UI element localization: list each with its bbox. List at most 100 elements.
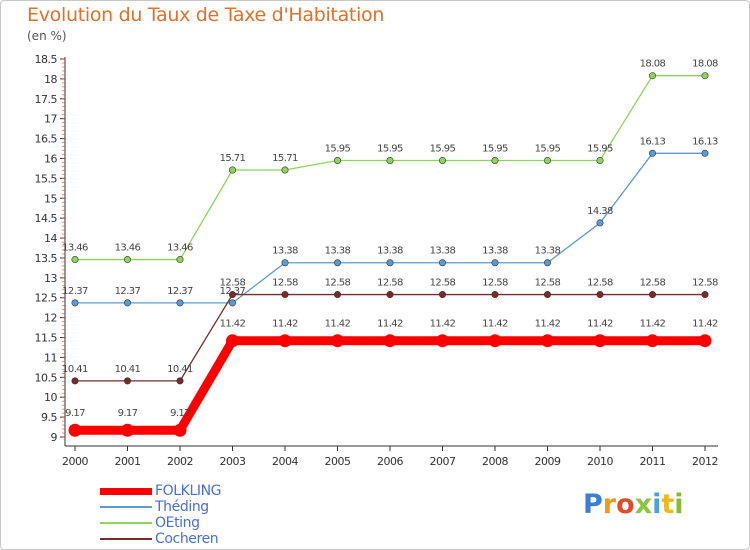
data-point	[646, 334, 659, 348]
y-tick-label: 13.5	[35, 252, 58, 265]
chart-series	[68, 72, 712, 437]
data-label: 18.08	[692, 59, 718, 70]
logo-letter: t	[661, 489, 675, 520]
data-label: 10.41	[62, 364, 88, 375]
data-label: 11.42	[325, 319, 351, 330]
data-label: 12.37	[115, 286, 141, 297]
data-label: 10.41	[167, 364, 193, 375]
x-tick-label: 2010	[587, 455, 613, 468]
data-label: 13.38	[430, 246, 456, 257]
data-point	[648, 149, 656, 157]
x-tick-label: 2005	[325, 455, 351, 468]
data-label: 11.42	[272, 319, 298, 330]
data-label: 12.37	[62, 286, 88, 297]
data-label: 12.58	[377, 278, 403, 289]
data-label: 9.17	[65, 408, 85, 419]
data-point	[596, 219, 604, 227]
data-point	[124, 377, 132, 385]
data-label: 11.42	[692, 319, 718, 330]
data-point	[436, 334, 449, 348]
data-point	[71, 299, 79, 307]
data-point	[488, 334, 502, 348]
x-tick-label: 2001	[115, 455, 141, 468]
data-point	[596, 291, 604, 299]
data-point	[229, 166, 237, 174]
data-label: 12.58	[640, 278, 666, 289]
data-point	[176, 256, 184, 264]
data-label: 11.42	[430, 319, 456, 330]
data-label: 12.58	[220, 278, 246, 289]
data-label: 13.46	[62, 243, 88, 254]
y-tick-label: 14	[44, 232, 57, 245]
chart-data-labels: 9.17 9.17 9.17 11.42 11.42 11.42 11.42 11.42 11.…	[62, 59, 718, 420]
data-point	[543, 259, 551, 267]
legend-swatch-oeting	[100, 522, 152, 524]
x-tick-label: 2004	[272, 455, 298, 468]
logo-letter: x	[634, 489, 653, 520]
data-label: 12.58	[535, 278, 561, 289]
data-label: 14.38	[587, 206, 613, 217]
y-tick-label: 17.5	[35, 93, 58, 106]
data-label: 15.95	[587, 143, 613, 154]
y-tick-label: 18.5	[35, 53, 58, 66]
data-point	[438, 156, 446, 164]
logo-letter: P	[583, 489, 603, 520]
data-point	[701, 72, 709, 80]
data-label: 12.58	[587, 278, 613, 289]
x-tick-label: 2007	[430, 455, 456, 468]
data-point	[386, 259, 394, 267]
legend-swatch-folkling	[100, 488, 152, 495]
logo-letter: i	[652, 489, 662, 520]
data-label: 13.38	[535, 246, 561, 257]
data-label: 13.38	[377, 246, 403, 257]
y-tick-label: 15.5	[35, 172, 58, 185]
data-label: 15.95	[482, 143, 508, 154]
y-tick-label: 13	[44, 272, 57, 285]
data-point	[698, 334, 712, 348]
data-point	[543, 291, 551, 299]
legend-label-folkling: FOLKLING	[155, 483, 222, 499]
data-point	[124, 299, 132, 307]
data-label: 12.37	[220, 286, 246, 297]
data-point	[701, 291, 709, 299]
data-label: 11.42	[587, 319, 613, 330]
data-point	[383, 334, 397, 348]
data-label: 9.17	[170, 408, 190, 419]
data-point	[281, 259, 289, 267]
x-tick-label: 2009	[535, 455, 561, 468]
y-tick-label: 15	[44, 192, 57, 205]
data-label: 12.58	[482, 278, 508, 289]
y-tick-label: 11	[44, 351, 57, 364]
y-tick-label: 14.5	[35, 212, 58, 225]
y-tick-label: 12.5	[35, 292, 58, 305]
data-point	[278, 334, 292, 348]
data-label: 13.38	[272, 246, 298, 257]
data-label: 16.13	[640, 136, 666, 147]
x-tick-label: 2006	[377, 455, 403, 468]
data-label: 15.95	[535, 143, 561, 154]
data-label: 9.17	[118, 408, 138, 419]
data-label: 13.38	[482, 246, 508, 257]
series-line-oeting	[74, 75, 706, 261]
chart-unit-label: (en %)	[27, 29, 67, 43]
data-point	[491, 291, 499, 299]
data-label: 11.42	[377, 319, 403, 330]
data-point	[176, 377, 184, 385]
legend-swatch-theding	[100, 506, 152, 508]
data-label: 13.38	[325, 246, 351, 257]
chart-title: Evolution du Taux de Taxe d'Habitation	[27, 4, 385, 26]
data-point	[491, 156, 499, 164]
data-point	[71, 256, 79, 264]
data-label: 15.95	[430, 143, 456, 154]
data-point	[648, 291, 656, 299]
logo-letter: i	[674, 489, 684, 520]
chart-axes: 9 9.5 10 10.5 11 11.5 12 12.5 13 13.5 14 14.5 15 15.5…	[35, 53, 719, 468]
data-label: 15.95	[377, 143, 403, 154]
y-tick-label: 12	[44, 312, 57, 325]
logo-letter: o	[616, 489, 635, 520]
proxiti-logo: Proxiti	[583, 489, 684, 520]
data-label: 11.42	[482, 319, 508, 330]
data-point	[281, 166, 289, 174]
